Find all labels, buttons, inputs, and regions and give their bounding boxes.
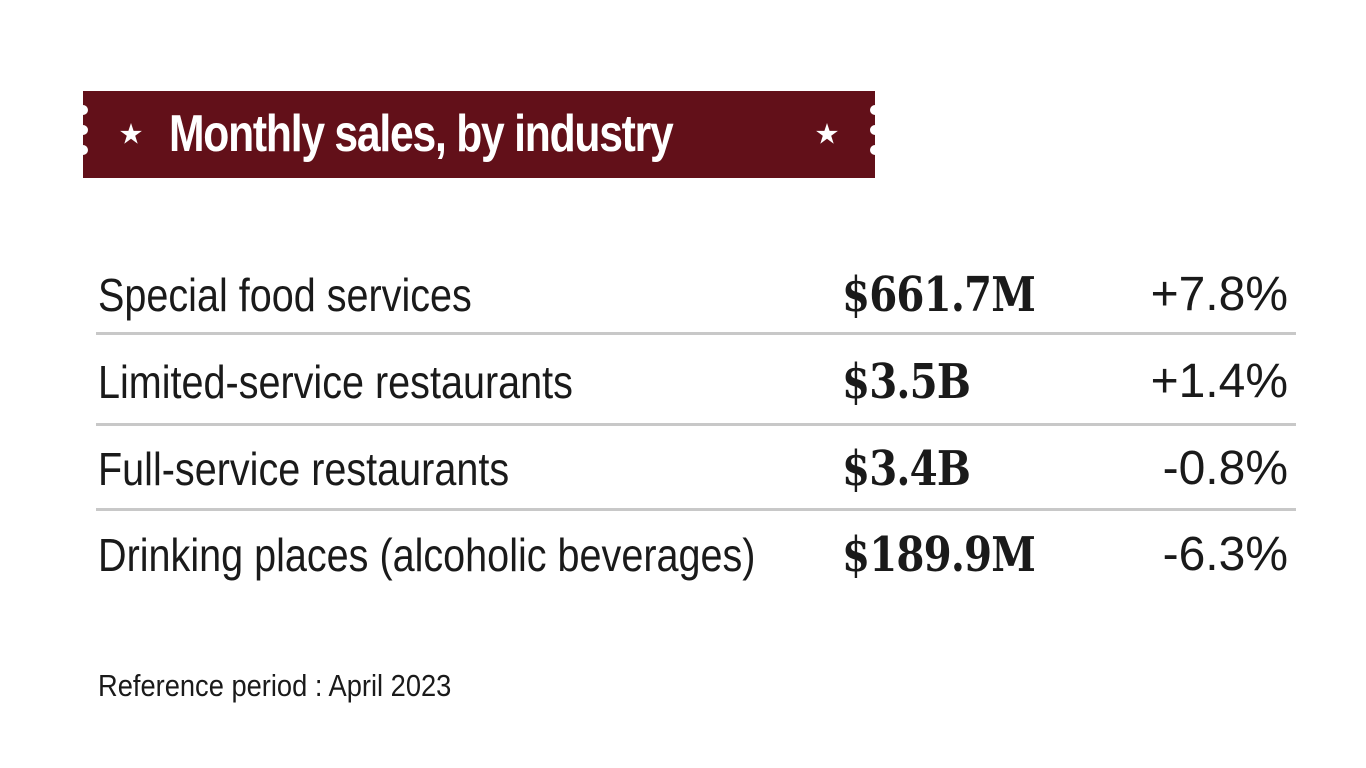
table-row: Special food services $661.7M +7.8%: [96, 250, 1296, 336]
industry-label: Drinking places (alcoholic beverages): [98, 529, 756, 581]
table-row: Drinking places (alcoholic beverages) $1…: [96, 510, 1296, 596]
industry-label: Limited-service restaurants: [98, 356, 573, 408]
sales-value: $3.5B: [842, 354, 971, 410]
sales-value: $3.4B: [842, 441, 971, 497]
industry-label: Full-service restaurants: [98, 443, 510, 495]
table-row: Full-service restaurants $3.4B -0.8%: [96, 424, 1296, 510]
banner-shape: [83, 91, 875, 178]
reference-period-note: Reference period : April 2023: [98, 668, 452, 703]
row-divider: [96, 332, 1296, 335]
change-value: -0.8%: [1162, 442, 1288, 495]
row-divider: [96, 508, 1296, 511]
star-icon: [816, 123, 838, 144]
change-value: +7.8%: [1150, 268, 1288, 321]
sales-value: $661.7M: [842, 267, 1036, 323]
star-icon: [120, 123, 142, 144]
row-divider: [96, 423, 1296, 426]
table-row: Limited-service restaurants $3.5B +1.4%: [96, 337, 1296, 423]
industry-label: Special food services: [98, 269, 472, 321]
banner-background: [83, 91, 875, 178]
sales-value: $189.9M: [842, 527, 1036, 583]
change-value: +1.4%: [1150, 355, 1288, 408]
chart-title: Monthly sales, by industry: [169, 105, 674, 163]
title-banner: Monthly sales, by industry: [83, 91, 875, 178]
change-value: -6.3%: [1162, 528, 1288, 581]
